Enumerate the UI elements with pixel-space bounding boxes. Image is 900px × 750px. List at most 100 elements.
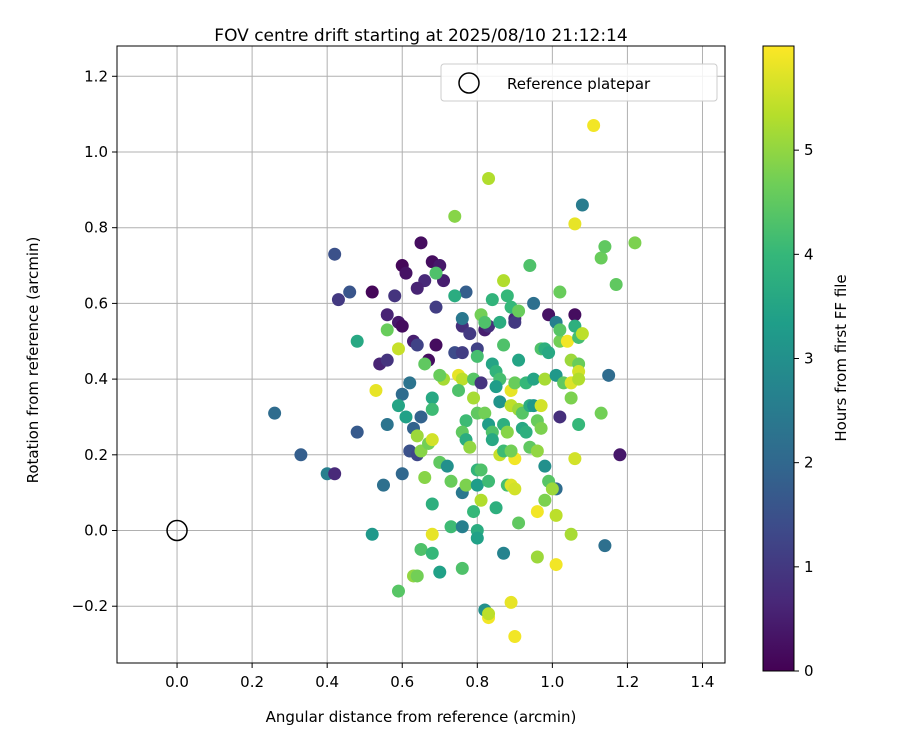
data-point [463, 440, 477, 454]
x-tick-label: 1.0 [540, 673, 564, 691]
data-point [433, 368, 447, 382]
data-point [530, 550, 544, 564]
data-point [433, 565, 447, 579]
data-point [410, 569, 424, 583]
data-point [448, 289, 462, 303]
data-point [500, 425, 514, 439]
data-point [568, 452, 582, 466]
data-point [425, 527, 439, 541]
data-point [564, 527, 578, 541]
data-point [455, 561, 469, 575]
data-point [587, 118, 601, 132]
data-point [331, 293, 345, 307]
y-axis-ticks: −0.2 0.0 0.2 0.4 0.6 0.8 1.0 1.2 [72, 67, 117, 615]
y-tick-label: 0.0 [84, 522, 108, 540]
legend: Reference platepar [440, 63, 718, 102]
data-point [463, 327, 477, 341]
x-axis-ticks: 0.0 0.2 0.4 0.6 0.8 1.0 1.2 1.4 [165, 663, 714, 691]
data-point [403, 376, 417, 390]
data-point [470, 349, 484, 363]
data-point [602, 368, 616, 382]
data-point [369, 383, 383, 397]
data-point [399, 266, 413, 280]
data-point [448, 209, 462, 223]
data-point [395, 467, 409, 481]
data-point [444, 474, 458, 488]
data-point [497, 338, 511, 352]
colorbar-ticks: 0 1 2 3 4 5 [794, 141, 814, 680]
data-point [474, 463, 488, 477]
x-axis-label: Angular distance from reference (arcmin) [266, 708, 577, 726]
data-point [470, 531, 484, 545]
reference-platepar-marker [166, 519, 188, 542]
data-point [380, 308, 394, 322]
data-point [391, 342, 405, 356]
x-tick-label: 0.8 [465, 673, 489, 691]
data-point [538, 459, 552, 473]
data-point [493, 315, 507, 329]
data-point [391, 584, 405, 598]
data-point [500, 289, 514, 303]
data-point [478, 406, 492, 420]
chart-title: FOV centre drift starting at 2025/08/10 … [214, 26, 627, 46]
data-point [534, 399, 548, 413]
data-point [508, 376, 522, 390]
data-point [564, 391, 578, 405]
data-point [425, 433, 439, 447]
data-point [350, 425, 364, 439]
data-point [395, 387, 409, 401]
data-point [594, 406, 608, 420]
data-point [534, 421, 548, 435]
data-point [425, 402, 439, 416]
data-point [455, 372, 469, 386]
colorbar: 0 1 2 3 4 5 Hours from first FF file [762, 45, 850, 680]
y-tick-label: 0.4 [84, 370, 108, 388]
plot-area [117, 46, 725, 663]
data-point [482, 474, 496, 488]
data-point [425, 497, 439, 511]
data-point [470, 478, 484, 492]
data-point [365, 285, 379, 299]
data-point [613, 448, 627, 462]
data-point [598, 539, 612, 553]
data-point [467, 505, 481, 519]
colorbar-tick-label: 2 [804, 454, 814, 472]
data-point [508, 630, 522, 644]
data-point [429, 266, 443, 280]
data-point [474, 493, 488, 507]
data-point [508, 482, 522, 496]
data-point [380, 323, 394, 337]
data-point [459, 285, 473, 299]
x-tick-label: 1.4 [691, 673, 715, 691]
data-point [444, 520, 458, 534]
x-tick-label: 1.2 [615, 673, 639, 691]
data-point [549, 558, 563, 572]
colorbar-tick-label: 3 [804, 350, 814, 368]
data-point [328, 247, 342, 261]
data-point [452, 383, 466, 397]
data-point [410, 281, 424, 295]
data-point [485, 433, 499, 447]
data-point [497, 546, 511, 560]
data-point [365, 527, 379, 541]
data-point [414, 410, 428, 424]
data-point [523, 259, 537, 273]
data-point [598, 240, 612, 254]
data-point [575, 198, 589, 212]
data-point [568, 308, 582, 322]
y-tick-label: −0.2 [72, 597, 108, 615]
data-point [572, 372, 586, 386]
data-point [425, 391, 439, 405]
data-point [391, 399, 405, 413]
data-point [575, 327, 589, 341]
data-point [512, 304, 526, 318]
x-tick-label: 0.0 [165, 673, 189, 691]
y-tick-label: 0.6 [84, 294, 108, 312]
data-point [538, 372, 552, 386]
y-tick-label: 1.0 [84, 143, 108, 161]
data-point [542, 346, 556, 360]
data-point [493, 395, 507, 409]
data-point [467, 391, 481, 405]
legend-marker-icon [458, 72, 480, 94]
